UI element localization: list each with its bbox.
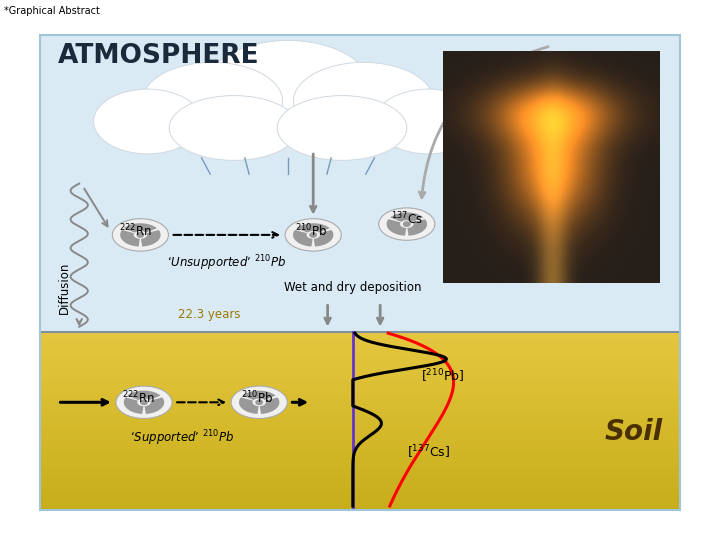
Bar (40, 390, 680, 394)
Bar (40, 403, 680, 408)
Text: ‘Unsupported’ $^{210}$Pb: ‘Unsupported’ $^{210}$Pb (167, 254, 287, 273)
Bar (40, 413, 680, 417)
Text: *Graphical Abstract: *Graphical Abstract (4, 6, 99, 17)
Bar (40, 426, 680, 430)
Bar (40, 497, 680, 501)
Circle shape (403, 221, 410, 227)
Text: [$^{137}$Cs]: [$^{137}$Cs] (407, 443, 450, 461)
Circle shape (137, 232, 144, 238)
Polygon shape (387, 219, 406, 236)
Bar (40, 35, 680, 332)
Polygon shape (408, 219, 427, 236)
Bar (40, 453, 680, 457)
Text: ‘Supported’ $^{210}$Pb: ‘Supported’ $^{210}$Pb (130, 428, 234, 448)
Bar (40, 368, 680, 372)
Text: Wet and dry deposition: Wet and dry deposition (284, 281, 421, 294)
Ellipse shape (294, 62, 433, 140)
Ellipse shape (379, 208, 435, 240)
Polygon shape (127, 390, 161, 400)
Ellipse shape (374, 89, 482, 154)
Text: Diffusion: Diffusion (58, 261, 71, 314)
Bar (40, 354, 680, 359)
Bar (40, 408, 680, 413)
Polygon shape (297, 223, 330, 233)
Circle shape (140, 400, 148, 405)
Bar (40, 479, 680, 484)
Ellipse shape (277, 96, 407, 160)
Ellipse shape (169, 96, 299, 160)
Text: $^{210}$Pb: $^{210}$Pb (241, 390, 274, 406)
Text: Soil: Soil (604, 418, 662, 446)
Polygon shape (120, 230, 140, 247)
Bar (40, 35, 680, 510)
Polygon shape (124, 397, 143, 414)
Text: 22.3 years: 22.3 years (178, 308, 240, 321)
Ellipse shape (116, 386, 172, 418)
Bar (40, 501, 680, 506)
Bar (40, 470, 680, 475)
Text: $^{222}$Rn: $^{222}$Rn (122, 390, 156, 406)
Bar (40, 386, 680, 390)
Ellipse shape (207, 40, 369, 130)
Bar (40, 439, 680, 443)
Bar (40, 372, 680, 377)
Ellipse shape (285, 219, 341, 251)
Polygon shape (390, 212, 423, 222)
Polygon shape (314, 230, 333, 247)
Ellipse shape (112, 219, 168, 251)
Bar (40, 399, 680, 403)
Polygon shape (243, 390, 276, 400)
Bar (40, 443, 680, 448)
Polygon shape (141, 230, 161, 247)
Bar (40, 430, 680, 435)
Bar (40, 363, 680, 368)
Bar (40, 350, 680, 354)
Bar (40, 341, 680, 346)
Text: ATMOSPHERE: ATMOSPHERE (58, 43, 259, 69)
Text: $^{137}$Cs: $^{137}$Cs (391, 211, 423, 227)
Polygon shape (260, 397, 279, 414)
Bar (40, 381, 680, 386)
Circle shape (310, 232, 317, 238)
Bar (40, 492, 680, 497)
Bar (40, 506, 680, 510)
Bar (40, 488, 680, 492)
Bar (40, 346, 680, 350)
Bar (40, 359, 680, 363)
Polygon shape (145, 397, 164, 414)
Ellipse shape (231, 386, 287, 418)
Bar (40, 465, 680, 470)
Bar (40, 421, 680, 426)
Ellipse shape (143, 62, 283, 140)
Circle shape (256, 400, 263, 405)
Ellipse shape (94, 89, 202, 154)
Polygon shape (293, 230, 312, 247)
Text: [$^{210}$Pb]: [$^{210}$Pb] (421, 368, 464, 385)
Polygon shape (124, 223, 157, 233)
Bar (40, 457, 680, 461)
Text: $^{222}$Rn: $^{222}$Rn (119, 222, 152, 239)
Text: $^{210}$Pb: $^{210}$Pb (295, 222, 328, 239)
Bar (40, 448, 680, 453)
Bar (40, 461, 680, 465)
Bar (40, 484, 680, 488)
Bar (40, 377, 680, 381)
Bar (40, 332, 680, 336)
Bar (40, 394, 680, 399)
Bar (40, 336, 680, 341)
Bar (40, 435, 680, 439)
Bar (40, 417, 680, 421)
Bar (40, 475, 680, 479)
Polygon shape (239, 397, 258, 414)
